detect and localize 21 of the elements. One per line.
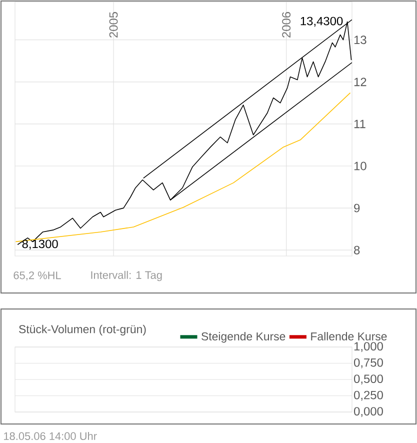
text: 18.05.06 14:00 Uhr xyxy=(4,432,97,440)
y-tick-label: 0,250 xyxy=(354,390,383,401)
y-tick-label: 1,000 xyxy=(354,342,383,352)
x-tick-label: 2005 xyxy=(109,12,118,38)
y-tick-label: 11 xyxy=(354,120,366,128)
y-tick-label: 9 xyxy=(354,204,360,212)
annotation: 8,1300 xyxy=(22,240,58,250)
x-tick-label: 2006 xyxy=(282,12,291,38)
legend-label: Fallende Kurse xyxy=(311,332,387,340)
chart-title: Stück-Volumen (rot-grün) xyxy=(19,324,146,336)
y-tick-label: 0,500 xyxy=(354,374,383,384)
y-tick-label: 0,000 xyxy=(354,407,383,417)
text: 65,2 %HL xyxy=(14,271,61,281)
y-tick-label: 13 xyxy=(354,36,366,44)
legend-label: Steigende Kurse xyxy=(202,332,286,343)
annotation: 13,4300 xyxy=(300,16,343,27)
y-tick-label: 12 xyxy=(354,78,366,86)
y-tick-label: 10 xyxy=(354,162,366,170)
text: Intervall: 1 Tag xyxy=(91,270,162,282)
y-tick-label: 0,750 xyxy=(354,358,383,368)
y-tick-label: 8 xyxy=(354,246,360,254)
